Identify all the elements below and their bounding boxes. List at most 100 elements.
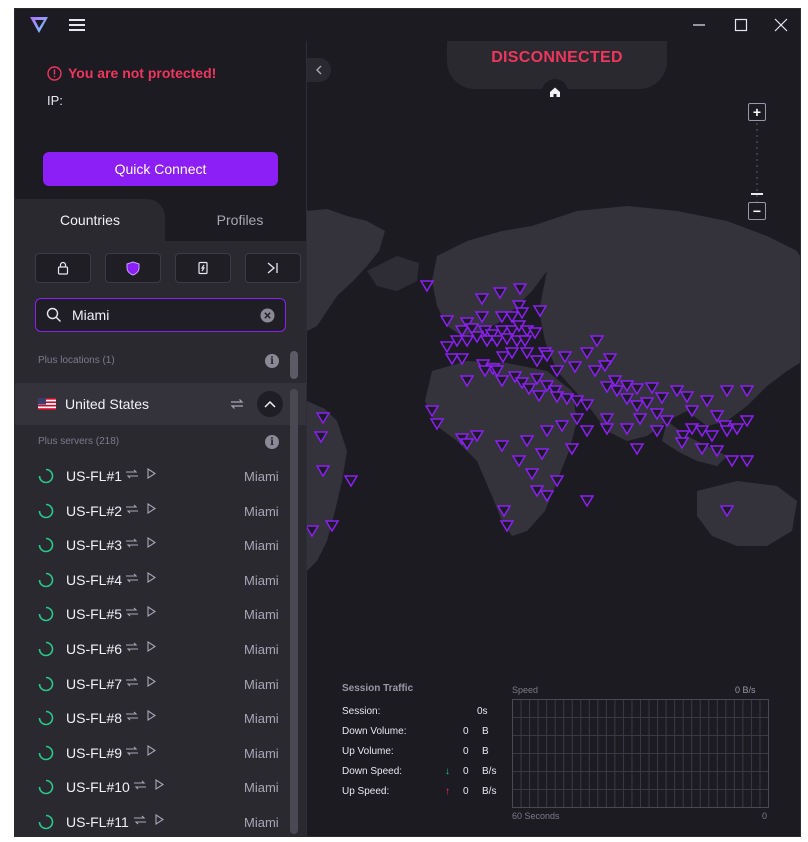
server-marker[interactable] [654, 392, 670, 405]
tab-profiles[interactable]: Profiles [216, 212, 264, 228]
server-marker[interactable] [709, 445, 725, 458]
server-marker[interactable] [534, 448, 550, 461]
server-marker[interactable] [579, 425, 595, 438]
server-marker[interactable] [619, 393, 635, 406]
server-marker[interactable] [524, 468, 540, 481]
server-marker[interactable] [307, 525, 320, 538]
server-marker[interactable] [519, 435, 535, 448]
server-marker[interactable] [494, 311, 510, 324]
server-marker[interactable] [567, 361, 583, 374]
server-marker[interactable] [669, 385, 685, 398]
server-marker[interactable] [539, 350, 555, 363]
server-marker[interactable] [464, 323, 480, 336]
server-marker[interactable] [499, 520, 515, 533]
server-marker[interactable] [495, 351, 511, 364]
server-marker[interactable] [569, 413, 585, 426]
server-marker[interactable] [587, 365, 603, 378]
server-marker[interactable] [557, 351, 573, 364]
country-row-united-states[interactable]: United States [15, 383, 306, 425]
server-marker[interactable] [531, 390, 547, 403]
server-marker[interactable] [597, 360, 613, 373]
collapse-sidebar-button[interactable] [307, 58, 331, 82]
server-marker[interactable] [315, 412, 331, 425]
server-marker[interactable] [529, 373, 545, 386]
server-marker[interactable] [644, 382, 660, 395]
server-marker[interactable] [569, 395, 585, 408]
server-marker[interactable] [439, 315, 455, 328]
server-marker[interactable] [609, 385, 625, 398]
zoom-in-button[interactable]: + [748, 103, 766, 121]
server-marker[interactable] [629, 400, 645, 413]
server-row[interactable]: US-FL#7 Miami [15, 667, 290, 702]
server-marker[interactable] [474, 311, 490, 324]
maximize-button[interactable] [731, 15, 751, 35]
server-marker[interactable] [694, 425, 710, 438]
server-row[interactable]: US-FL#11 Miami [15, 805, 290, 836]
server-marker[interactable] [494, 440, 510, 453]
server-marker[interactable] [529, 485, 545, 498]
server-marker[interactable] [477, 365, 493, 378]
server-marker[interactable] [527, 327, 543, 340]
server-row[interactable]: US-FL#10 Miami [15, 770, 290, 805]
zoom-level-marker[interactable] [751, 192, 763, 196]
server-marker[interactable] [449, 335, 465, 348]
server-marker[interactable] [599, 423, 615, 436]
server-marker[interactable] [511, 300, 527, 313]
server-marker[interactable] [504, 347, 520, 360]
server-marker[interactable] [511, 455, 527, 468]
server-marker[interactable] [709, 410, 725, 423]
close-button[interactable] [771, 15, 791, 35]
filter-tor-button[interactable] [245, 253, 301, 283]
zoom-slider[interactable] [756, 123, 758, 203]
server-marker[interactable] [424, 405, 440, 418]
server-marker[interactable] [729, 423, 745, 436]
home-button[interactable] [542, 79, 568, 105]
server-marker[interactable] [517, 335, 533, 348]
server-markers[interactable] [307, 280, 755, 538]
server-marker[interactable] [739, 455, 755, 468]
server-marker[interactable] [589, 335, 605, 348]
server-marker[interactable] [659, 415, 675, 428]
server-row[interactable]: US-FL#2 Miami [15, 494, 290, 529]
info-icon[interactable]: i [265, 435, 279, 449]
server-marker[interactable] [459, 438, 475, 451]
server-marker[interactable] [739, 385, 755, 398]
server-marker[interactable] [512, 283, 528, 296]
tab-countries[interactable]: Countries [15, 199, 165, 241]
server-marker[interactable] [539, 425, 555, 438]
server-marker[interactable] [459, 317, 475, 330]
quick-connect-button[interactable]: Quick Connect [43, 152, 278, 186]
server-marker[interactable] [489, 335, 505, 348]
server-marker[interactable] [429, 418, 445, 431]
server-marker[interactable] [564, 443, 580, 456]
server-marker[interactable] [514, 307, 530, 320]
server-marker[interactable] [539, 490, 555, 503]
server-marker[interactable] [469, 430, 485, 443]
server-marker[interactable] [639, 397, 655, 410]
server-marker[interactable] [489, 365, 505, 378]
server-marker[interactable] [324, 520, 340, 533]
info-icon[interactable]: i [265, 354, 279, 368]
server-marker[interactable] [549, 475, 565, 488]
zoom-out-button[interactable]: − [748, 202, 766, 220]
server-marker[interactable] [499, 333, 515, 346]
server-marker[interactable] [459, 335, 475, 348]
menu-icon[interactable] [69, 18, 85, 32]
server-marker[interactable] [532, 305, 548, 318]
server-marker[interactable] [699, 395, 715, 408]
server-row[interactable]: US-FL#5 Miami [15, 597, 290, 632]
server-marker[interactable] [521, 383, 537, 396]
server-marker[interactable] [724, 455, 740, 468]
server-marker[interactable] [313, 431, 329, 444]
server-marker[interactable] [554, 420, 570, 433]
server-marker[interactable] [494, 375, 510, 388]
server-marker[interactable] [629, 443, 645, 456]
server-marker[interactable] [649, 408, 665, 421]
server-marker[interactable] [519, 347, 535, 360]
server-marker[interactable] [343, 475, 359, 488]
server-row[interactable]: US-FL#9 Miami [15, 736, 290, 771]
server-row[interactable]: US-FL#8 Miami [15, 701, 290, 736]
server-marker[interactable] [484, 329, 500, 342]
search-input[interactable] [72, 307, 252, 323]
server-marker[interactable] [694, 443, 710, 456]
